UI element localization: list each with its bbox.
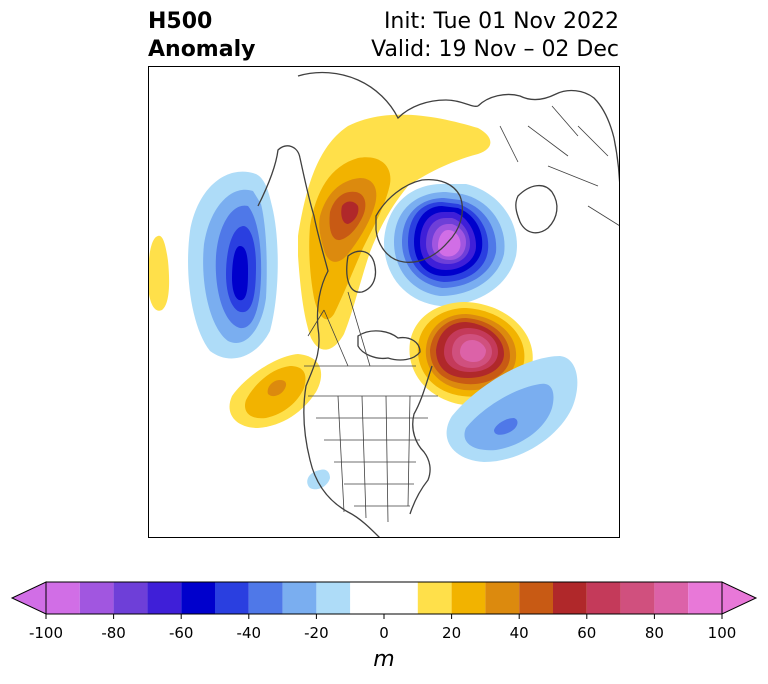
us-state-borders	[308, 395, 438, 523]
canadian-archipelago-coastline	[357, 330, 421, 361]
greenland-coastline	[375, 178, 463, 263]
colorbar-cell	[46, 582, 80, 614]
western-north-america-ridge	[229, 354, 322, 428]
hudson-bay-coastline	[346, 250, 377, 293]
colorbar-cell	[586, 582, 621, 614]
colorbar-cell	[215, 582, 249, 614]
colorbar-cell	[147, 582, 182, 614]
canada-province-borders	[304, 291, 416, 367]
colorbar-cell	[113, 582, 148, 614]
colorbar-cell	[688, 582, 722, 614]
colorbar-cell	[79, 582, 114, 614]
init-time: Init: Tue 01 Nov 2022	[383, 9, 619, 34]
colorbar-extend-low	[10, 581, 47, 615]
colorbar-cell	[316, 582, 351, 614]
colorbar-cell	[519, 582, 553, 614]
colorbar-cell	[181, 582, 215, 614]
anomaly-map	[148, 66, 620, 538]
colorbar-ticks: -100 -80 -60 -40 -20 0 20 40 60 80 100	[29, 614, 736, 642]
colorbar-tick-label: 60	[577, 624, 596, 642]
siberia-coastline	[297, 71, 479, 120]
gulf-of-alaska-trough	[188, 171, 278, 359]
colorbar-tick-label: 100	[708, 624, 737, 642]
colorbar-cell	[350, 582, 418, 614]
colorbar-cell	[417, 582, 452, 614]
pacific-ridge	[148, 235, 170, 311]
polar-ridge	[298, 114, 491, 350]
colorbar-tick-label: 0	[379, 624, 389, 642]
valid-period: Valid: 19 Nov – 02 Dec	[371, 37, 619, 62]
colorbar-cell	[553, 582, 587, 614]
colorbar: -100 -80 -60 -40 -20 0 20 40 60 80 100 m	[10, 581, 758, 672]
colorbar-tick-label: -80	[101, 624, 126, 642]
colorbar-tick-label: 40	[510, 624, 529, 642]
colorbar-tick-label: -100	[29, 624, 63, 642]
arctic-siberia-trough	[384, 183, 517, 306]
scandinavia-coastline	[515, 185, 558, 234]
eurasia-borders	[499, 105, 620, 227]
colorbar-tick-label: -40	[237, 624, 262, 642]
map-outlines	[257, 71, 620, 538]
colorbar-cells	[46, 582, 722, 614]
colorbar-cell	[282, 582, 317, 614]
western-atlantic-trough	[307, 356, 578, 490]
title-variable: H500	[148, 9, 213, 34]
title-left: H500 Anomaly	[148, 8, 255, 64]
colorbar-cell	[620, 582, 655, 614]
east-coast-coastline	[409, 365, 433, 515]
north-atlantic-ridge	[409, 302, 533, 406]
europe-asia-coastline	[477, 89, 620, 197]
map-frame	[148, 66, 620, 538]
north-america-coastline	[257, 145, 381, 538]
colorbar-cell	[485, 582, 520, 614]
colorbar-tick-label: 20	[442, 624, 461, 642]
colorbar-cell	[654, 582, 689, 614]
colorbar-tick-label: -20	[304, 624, 329, 642]
colorbar-extend-high	[721, 581, 758, 615]
colorbar-cell	[248, 582, 283, 614]
title-right: Init: Tue 01 Nov 2022 Valid: 19 Nov – 02…	[371, 8, 619, 64]
colorbar-cell	[451, 582, 486, 614]
colorbar-unit-label: m	[373, 647, 394, 672]
colorbar-tick-label: 80	[645, 624, 664, 642]
title-field: Anomaly	[148, 37, 256, 62]
colorbar-tick-label: -60	[169, 624, 194, 642]
